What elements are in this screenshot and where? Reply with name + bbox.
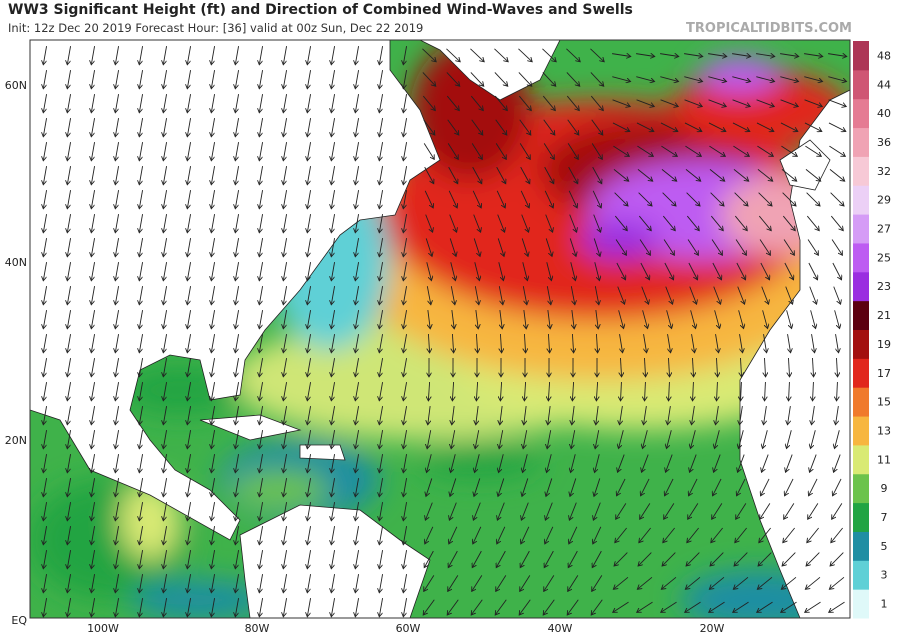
colorbar-label: 23 — [877, 280, 891, 293]
colorbar-swatch — [853, 214, 869, 243]
lon-label: 80W — [245, 622, 270, 635]
colorbar-label: 44 — [877, 78, 891, 91]
colorbar-swatch — [853, 387, 869, 416]
lon-label: 100W — [87, 622, 119, 635]
lon-label: 20W — [700, 622, 725, 635]
colorbar-label: 27 — [877, 223, 891, 236]
colorbar-swatch — [853, 301, 869, 330]
colorbar-label: 5 — [881, 540, 888, 553]
colorbar-swatch — [853, 128, 869, 157]
colorbar-label: 29 — [877, 194, 891, 207]
colorbar-label: 36 — [877, 136, 891, 149]
lon-labels: 100W 80W 60W 40W 20W — [87, 622, 724, 635]
colorbar-label: 3 — [881, 569, 888, 582]
colorbar-swatch — [853, 503, 869, 532]
lat-label: EQ — [11, 614, 27, 627]
lat-labels: 60N 40N 20N EQ — [5, 79, 28, 627]
credit: TROPICALTIDBITS.COM — [686, 21, 852, 36]
colorbar-swatch — [853, 416, 869, 445]
colorbar-swatch — [853, 330, 869, 359]
colorbar-label: 40 — [877, 107, 891, 120]
map — [30, 40, 860, 630]
lat-label: 40N — [5, 256, 27, 269]
colorbar-swatch — [853, 560, 869, 589]
colorbar-swatch — [853, 272, 869, 301]
colorbar-label: 48 — [877, 49, 891, 62]
colorbar-label: 1 — [881, 598, 888, 611]
subtitle: Init: 12z Dec 20 2019 Forecast Hour: [36… — [8, 21, 423, 35]
colorbar-swatch — [853, 243, 869, 272]
lon-label: 40W — [548, 622, 573, 635]
colorbar-label: 15 — [877, 396, 891, 409]
colorbar-label: 32 — [877, 165, 891, 178]
colorbar-swatch — [853, 156, 869, 185]
colorbar-swatch — [853, 358, 869, 387]
colorbar-label: 9 — [881, 482, 888, 495]
colorbar-label: 13 — [877, 424, 891, 437]
colorbar-swatch — [853, 474, 869, 503]
colorbar-label: 11 — [877, 453, 891, 466]
title: WW3 Significant Height (ft) and Directio… — [8, 2, 633, 18]
colorbar-label: 25 — [877, 251, 891, 264]
lon-label: 60W — [396, 622, 421, 635]
colorbar-swatch — [853, 531, 869, 560]
colorbar-swatch — [853, 99, 869, 128]
colorbar-label: 7 — [881, 511, 888, 524]
colorbar-label: 17 — [877, 367, 891, 380]
lat-label: 20N — [5, 434, 27, 447]
colorbar-swatch — [853, 185, 869, 214]
colorbar-swatch — [853, 41, 869, 70]
colorbar-swatch — [853, 70, 869, 99]
lat-label: 60N — [5, 79, 27, 92]
colorbar-swatch — [853, 445, 869, 474]
colorbar-label: 21 — [877, 309, 891, 322]
colorbar-swatch — [853, 589, 869, 618]
colorbar-label: 19 — [877, 338, 891, 351]
